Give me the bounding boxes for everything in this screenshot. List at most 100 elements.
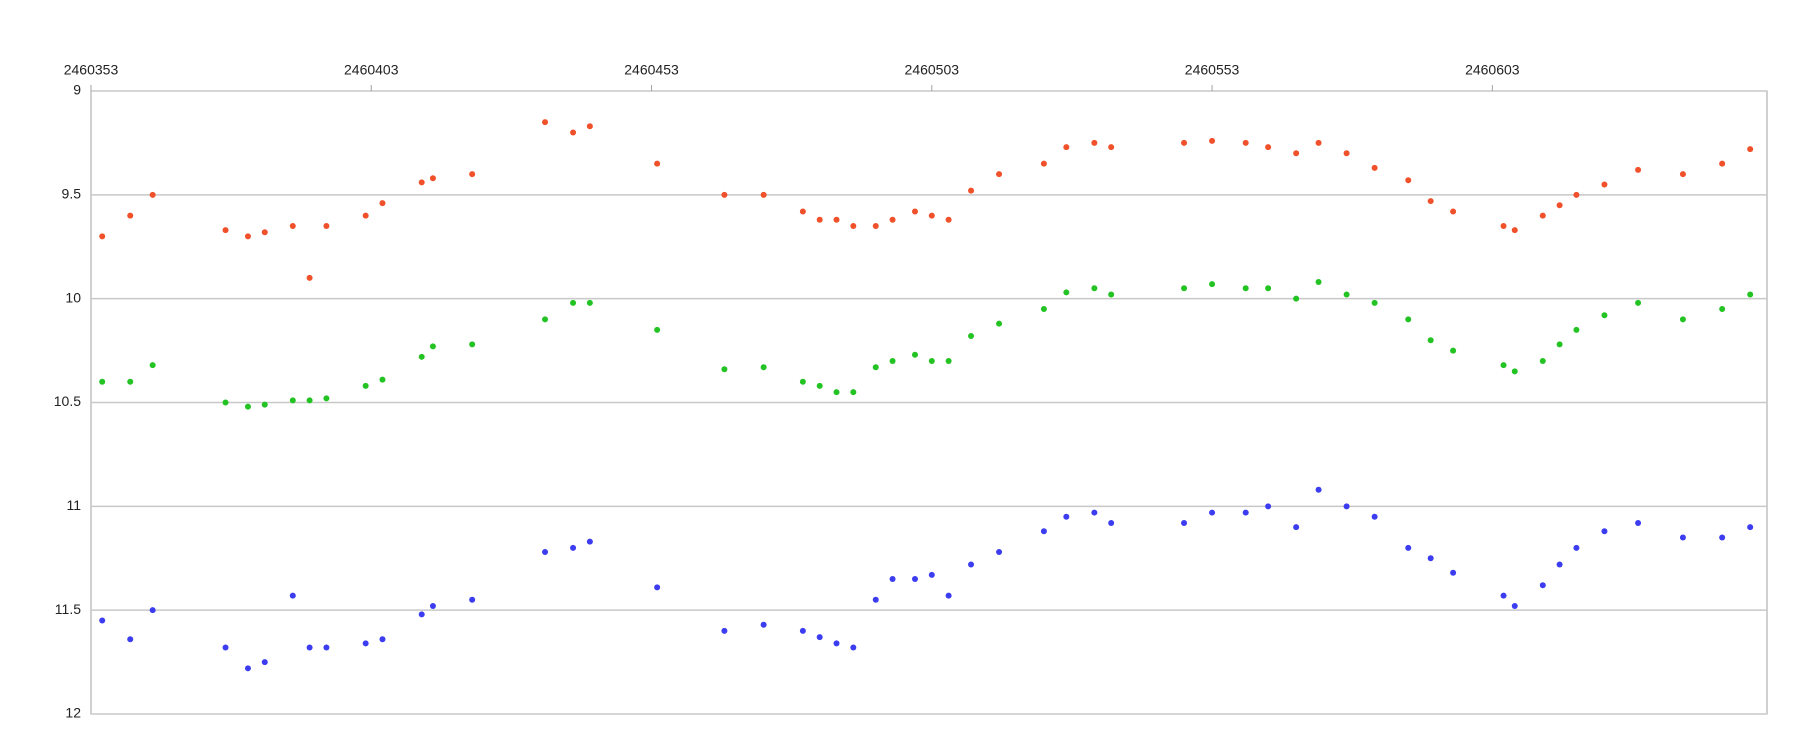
data-point bbox=[1556, 341, 1563, 348]
data-point bbox=[833, 389, 840, 396]
data-point bbox=[1539, 357, 1546, 364]
data-point bbox=[1091, 285, 1098, 292]
data-point bbox=[1719, 160, 1726, 167]
data-point bbox=[570, 544, 577, 551]
data-point bbox=[261, 659, 268, 666]
data-point bbox=[721, 191, 728, 198]
data-point bbox=[816, 216, 823, 223]
data-point bbox=[1293, 295, 1300, 302]
y-tick-label: 11.5 bbox=[55, 601, 81, 617]
data-point bbox=[1108, 291, 1115, 298]
data-point bbox=[1040, 528, 1047, 535]
data-point bbox=[721, 627, 728, 634]
data-point bbox=[244, 233, 251, 240]
data-point bbox=[1063, 144, 1070, 151]
data-point bbox=[850, 644, 857, 651]
data-point bbox=[127, 378, 134, 385]
data-point bbox=[127, 636, 134, 643]
data-point bbox=[570, 129, 577, 136]
data-point bbox=[362, 640, 369, 647]
data-point bbox=[1601, 312, 1608, 319]
data-point bbox=[1539, 582, 1546, 589]
data-point bbox=[1315, 486, 1322, 493]
x-tick-label: 2460403 bbox=[344, 62, 399, 78]
data-point bbox=[1242, 509, 1249, 516]
data-point bbox=[1293, 150, 1300, 157]
data-point bbox=[586, 538, 593, 545]
data-point bbox=[99, 617, 106, 624]
x-tick-label: 2460603 bbox=[1465, 62, 1520, 78]
data-point bbox=[469, 171, 476, 178]
data-point bbox=[872, 364, 879, 371]
y-tick-label: 9 bbox=[73, 82, 81, 98]
data-point bbox=[1315, 139, 1322, 146]
data-point bbox=[1063, 289, 1070, 296]
data-point bbox=[1209, 281, 1216, 288]
data-point bbox=[429, 343, 436, 350]
data-point bbox=[1371, 164, 1378, 171]
data-point bbox=[799, 208, 806, 215]
data-point bbox=[833, 640, 840, 647]
data-point bbox=[968, 187, 975, 194]
data-point bbox=[1635, 519, 1642, 526]
data-point bbox=[418, 179, 425, 186]
data-point bbox=[289, 397, 296, 404]
data-point bbox=[1573, 191, 1580, 198]
data-point bbox=[996, 320, 1003, 327]
data-point bbox=[362, 382, 369, 389]
data-point bbox=[1747, 524, 1754, 531]
data-point bbox=[323, 644, 330, 651]
data-point bbox=[429, 603, 436, 610]
data-point bbox=[1450, 347, 1457, 354]
data-point bbox=[1573, 326, 1580, 333]
data-point bbox=[1539, 212, 1546, 219]
data-point bbox=[323, 395, 330, 402]
data-point bbox=[760, 621, 767, 628]
data-point bbox=[833, 216, 840, 223]
data-point bbox=[1719, 534, 1726, 541]
y-tick-label: 11 bbox=[66, 497, 81, 513]
data-point bbox=[1427, 555, 1434, 562]
data-point bbox=[1405, 544, 1412, 551]
data-point bbox=[1091, 139, 1098, 146]
data-point bbox=[1500, 362, 1507, 369]
data-point bbox=[306, 274, 313, 281]
data-point bbox=[1181, 139, 1188, 146]
data-point bbox=[306, 644, 313, 651]
data-point bbox=[928, 212, 935, 219]
data-point bbox=[928, 357, 935, 364]
data-point bbox=[654, 326, 661, 333]
data-point bbox=[1181, 519, 1188, 526]
data-point bbox=[1343, 150, 1350, 157]
data-point bbox=[911, 576, 918, 583]
data-point bbox=[379, 200, 386, 207]
data-point bbox=[542, 119, 549, 126]
data-point bbox=[222, 227, 229, 234]
data-point bbox=[1343, 503, 1350, 510]
data-point bbox=[1427, 198, 1434, 205]
data-point bbox=[570, 299, 577, 306]
data-point bbox=[911, 351, 918, 358]
data-point bbox=[816, 382, 823, 389]
data-point bbox=[244, 665, 251, 672]
data-point bbox=[542, 316, 549, 323]
data-point bbox=[261, 229, 268, 236]
data-point bbox=[1040, 160, 1047, 167]
y-tick-label: 10.5 bbox=[54, 393, 81, 409]
data-point bbox=[1450, 208, 1457, 215]
data-point bbox=[1601, 528, 1608, 535]
data-point bbox=[889, 216, 896, 223]
data-point bbox=[1635, 166, 1642, 173]
data-point bbox=[1679, 171, 1686, 178]
data-point bbox=[222, 644, 229, 651]
data-point bbox=[1500, 222, 1507, 229]
data-point bbox=[586, 299, 593, 306]
data-point bbox=[872, 222, 879, 229]
data-point bbox=[945, 216, 952, 223]
data-point bbox=[244, 403, 251, 410]
data-point bbox=[1343, 291, 1350, 298]
data-point bbox=[1293, 524, 1300, 531]
data-point bbox=[1242, 285, 1249, 292]
data-point bbox=[850, 222, 857, 229]
